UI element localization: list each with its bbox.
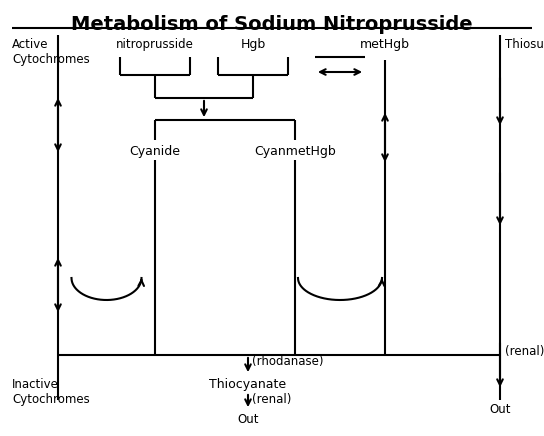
Text: (renal): (renal) [505, 345, 544, 358]
Text: (rhodanase): (rhodanase) [252, 355, 324, 368]
Text: (renal): (renal) [252, 394, 292, 406]
Text: CyanmetHgb: CyanmetHgb [254, 145, 336, 158]
Text: Thiocyanate: Thiocyanate [209, 378, 287, 391]
Text: Out: Out [237, 413, 259, 426]
Text: Thiosulfate: Thiosulfate [505, 38, 544, 51]
Text: Metabolism of Sodium Nitroprusside: Metabolism of Sodium Nitroprusside [71, 15, 473, 34]
Text: Inactive
Cytochromes: Inactive Cytochromes [12, 378, 90, 406]
Text: metHgb: metHgb [360, 38, 410, 51]
Text: Hgb: Hgb [240, 38, 265, 51]
Text: Cyanide: Cyanide [129, 145, 181, 158]
Text: Out: Out [489, 403, 511, 416]
Text: Active
Cytochromes: Active Cytochromes [12, 38, 90, 66]
Text: nitroprusside: nitroprusside [116, 38, 194, 51]
